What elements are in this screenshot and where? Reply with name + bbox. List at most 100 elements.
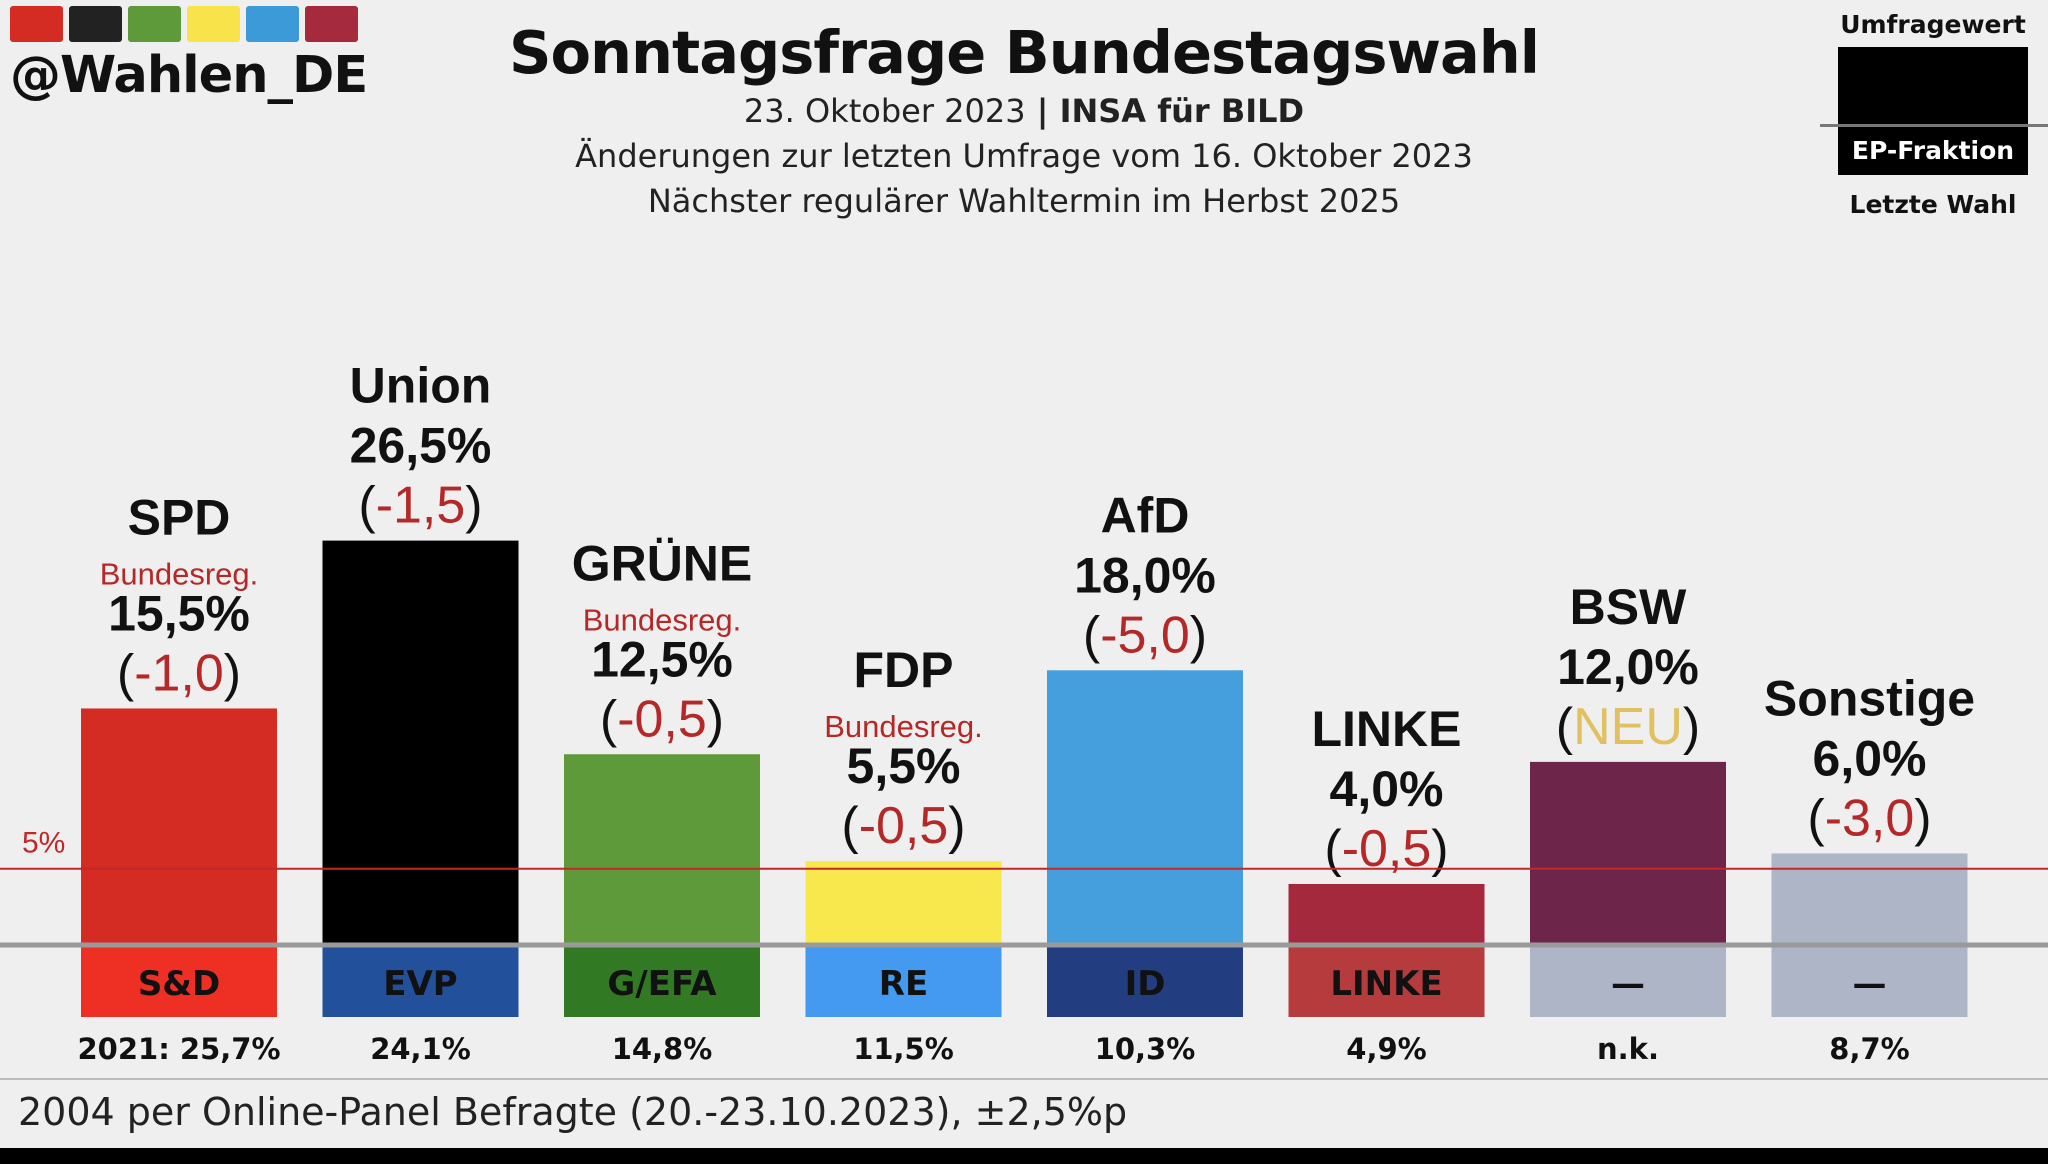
change-value: -1,5 [376, 477, 466, 535]
last-election-value: 4,9% [1346, 1032, 1426, 1066]
change-value: -0,5 [859, 797, 949, 855]
brand-swatch [246, 6, 299, 42]
ep-faction-box [1288, 947, 1485, 1017]
brand-swatch [10, 6, 63, 42]
ep-faction-box [1530, 947, 1726, 1017]
change-paren-open: ( [117, 644, 135, 702]
change-label: (-3,0) [1807, 789, 1931, 847]
legend-last-election-label: Letzte Wahl [1849, 190, 2017, 219]
bar-spd [81, 708, 277, 945]
change-value: -5,0 [1100, 606, 1190, 664]
last-election-value: 2021: 25,7% [77, 1032, 280, 1066]
party-name: GRÜNE [572, 535, 753, 591]
change-paren-open: ( [841, 797, 859, 855]
last-election-value: 14,8% [612, 1032, 713, 1066]
change-paren-close: ) [1431, 820, 1448, 878]
change-label: (-1,0) [117, 644, 241, 702]
last-election-value: 11,5% [853, 1032, 954, 1066]
brand-color-swatches [10, 6, 358, 42]
brand-swatch [305, 6, 358, 42]
ep-faction-box [1771, 947, 1968, 1017]
bar-fdp [805, 861, 1002, 945]
ep-faction-box [805, 947, 1002, 1017]
change-paren-open: ( [1556, 698, 1574, 756]
change-label: (-1,5) [358, 477, 482, 535]
change-value: NEU [1573, 698, 1683, 756]
change-label: (-5,0) [1083, 606, 1207, 664]
last-election-value: 10,3% [1095, 1032, 1196, 1066]
legend-poll-label: Umfragewert [1840, 10, 2026, 39]
ep-faction-label: S&D [138, 964, 220, 1004]
government-label: Bundesreg. [583, 602, 742, 637]
last-election-value: 24,1% [370, 1032, 471, 1066]
value-label: 15,5% [108, 585, 250, 641]
ep-faction-label: LINKE [1330, 964, 1442, 1004]
value-label: 12,0% [1557, 639, 1699, 695]
brand-swatch [128, 6, 181, 42]
party-name: FDP [854, 642, 954, 698]
legend-ep-label: EP-Fraktion [1851, 136, 2015, 165]
footnote: 2004 per Online-Panel Befragte (20.-23.1… [18, 1090, 1128, 1134]
ep-faction-label: — [1853, 964, 1887, 1004]
bar-bsw [1530, 761, 1726, 945]
change-paren-close: ) [1190, 606, 1207, 664]
change-paren-open: ( [358, 477, 376, 535]
value-label: 6,0% [1813, 730, 1927, 786]
bar-grüne [564, 754, 760, 945]
last-election-value: n.k. [1597, 1032, 1659, 1066]
ep-faction-box [1047, 947, 1243, 1017]
bar-sonstige [1771, 853, 1968, 945]
legend-box [1838, 47, 2028, 175]
change-paren-close: ) [465, 477, 482, 535]
ep-faction-label: EVP [383, 964, 457, 1004]
value-label: 5,5% [847, 738, 961, 794]
party-name: Union [350, 358, 492, 414]
threshold-label: 5% [22, 827, 65, 860]
change-label: (NEU) [1556, 698, 1700, 756]
ep-faction-label: RE [879, 964, 928, 1004]
survey-institute: INSA für BILD [1059, 92, 1305, 130]
party-name: LINKE [1312, 701, 1462, 757]
next-election-note: Nächster regulärer Wahltermin im Herbst … [647, 182, 1401, 220]
value-label: 18,0% [1074, 547, 1216, 603]
party-name: BSW [1570, 579, 1687, 635]
value-label: 12,5% [591, 631, 733, 687]
change-paren-close: ) [1683, 698, 1700, 756]
change-paren-open: ( [1083, 606, 1101, 664]
change-paren-close: ) [707, 690, 724, 748]
bottom-bar [0, 1148, 2048, 1164]
survey-date: 23. Oktober 2023 [743, 92, 1026, 130]
ep-faction-box [564, 947, 760, 1017]
change-paren-close: ) [224, 644, 241, 702]
changes-note: Änderungen zur letzten Umfrage vom 16. O… [575, 137, 1473, 175]
ep-faction-label: ID [1125, 964, 1166, 1004]
change-value: -3,0 [1825, 789, 1915, 847]
ep-faction-box [81, 947, 277, 1017]
change-value: -1,0 [134, 644, 224, 702]
ep-faction-label: — [1611, 964, 1645, 1004]
change-paren-close: ) [1914, 789, 1931, 847]
footer-divider [0, 1078, 2048, 1080]
value-label: 26,5% [350, 418, 492, 474]
bar-linke [1288, 883, 1485, 945]
last-election-value: 8,7% [1829, 1032, 1909, 1066]
government-label: Bundesreg. [824, 709, 983, 744]
brand-swatch [187, 6, 240, 42]
survey-date-line: 23. Oktober 2023 | INSA für BILD [424, 92, 1624, 130]
chart-title: Sonntagsfrage Bundestagswahl [508, 18, 1540, 87]
government-label: Bundesreg. [100, 556, 259, 591]
party-name: Sonstige [1764, 670, 1975, 726]
bar-afd [1047, 670, 1243, 945]
value-label: 4,0% [1330, 761, 1444, 817]
brand-swatch [69, 6, 122, 42]
party-name: AfD [1101, 487, 1190, 543]
ep-faction-box [322, 947, 519, 1017]
change-label: (-0,5) [841, 797, 965, 855]
bar-union [322, 540, 519, 945]
change-paren-close: ) [948, 797, 965, 855]
change-paren-open: ( [600, 690, 618, 748]
ep-faction-label: G/EFA [607, 964, 717, 1004]
change-paren-open: ( [1807, 789, 1825, 847]
legend-divider [1820, 124, 2048, 127]
